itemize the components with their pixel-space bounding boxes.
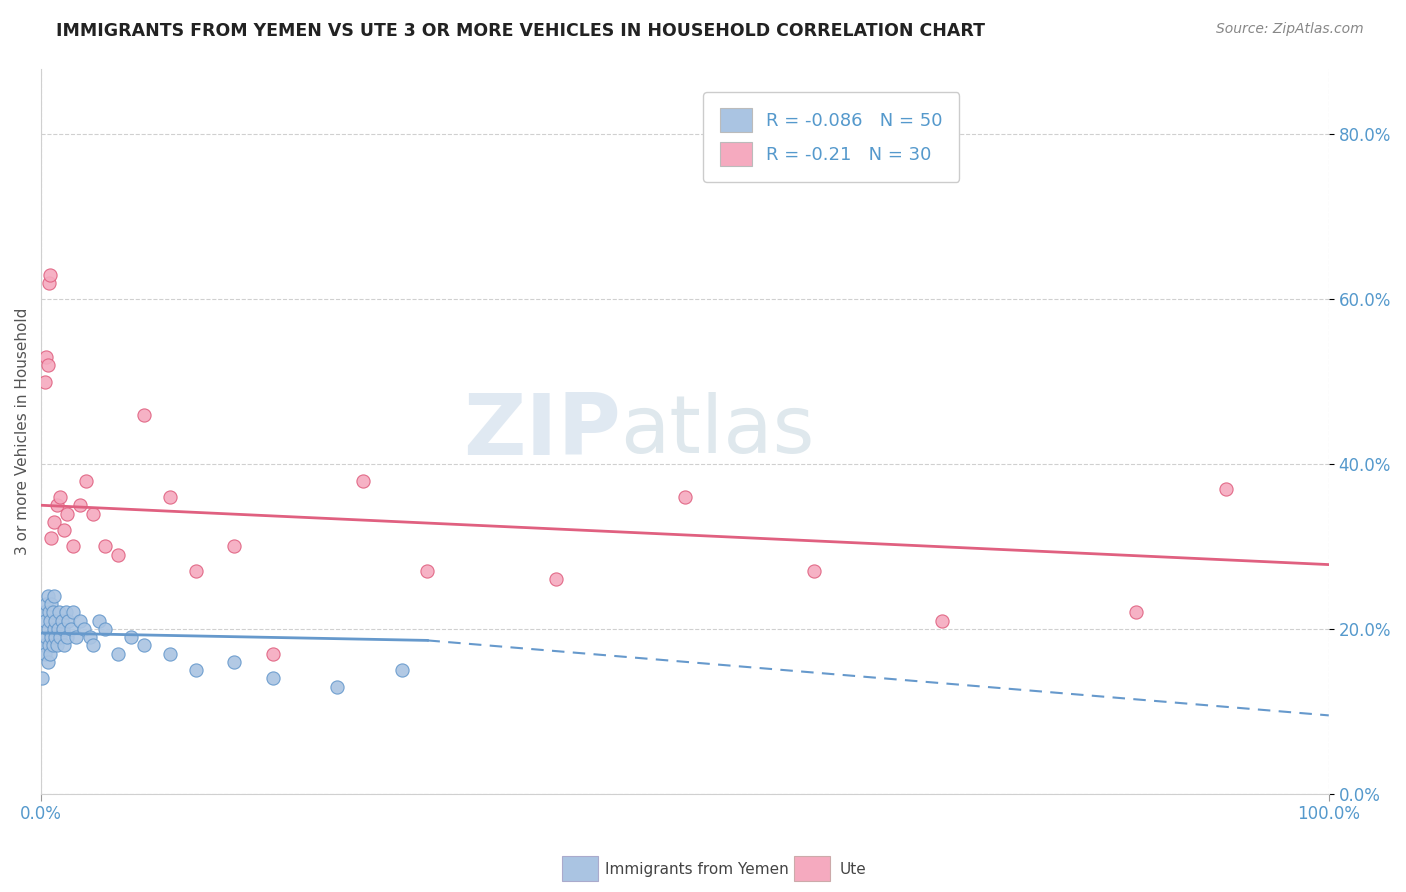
Point (59, 622, 82, 636)
Point (224, 655, 246, 669)
Point (42, 622, 65, 636)
Point (44, 614, 66, 628)
Point (32, 638, 55, 652)
Point (673, 490, 696, 504)
Legend: R = -0.086   N = 50, R = -0.21   N = 30: R = -0.086 N = 50, R = -0.21 N = 30 (703, 92, 959, 182)
Point (38, 606, 60, 620)
Point (134, 638, 156, 652)
Point (44, 630, 66, 644)
Point (53, 523, 76, 537)
Text: atlas: atlas (620, 392, 815, 470)
Point (75, 474, 97, 488)
Point (82, 507, 104, 521)
Point (35, 630, 58, 644)
Point (42, 589, 65, 603)
Point (79, 630, 101, 644)
Point (37, 622, 59, 636)
Point (55, 606, 77, 620)
Point (48, 606, 70, 620)
Text: Source: ZipAtlas.com: Source: ZipAtlas.com (1216, 22, 1364, 37)
Point (39, 614, 62, 628)
Point (134, 408, 156, 422)
Point (37, 358, 59, 372)
Point (159, 647, 181, 661)
Point (52, 622, 75, 636)
Y-axis label: 3 or more Vehicles in Household: 3 or more Vehicles in Household (15, 308, 30, 555)
Point (38, 638, 60, 652)
Point (34, 647, 56, 661)
Point (1215, 482, 1237, 496)
Point (803, 564, 825, 578)
Point (31, 671, 53, 685)
Text: ZIP: ZIP (463, 390, 620, 473)
Point (62, 606, 84, 620)
Point (224, 540, 246, 554)
Point (352, 474, 374, 488)
Point (38, 276, 60, 290)
Point (107, 548, 129, 562)
Point (51, 614, 73, 628)
Point (262, 647, 284, 661)
Text: Ute: Ute (839, 863, 866, 877)
Point (56, 507, 79, 521)
Point (41, 638, 63, 652)
Point (45, 638, 67, 652)
Point (39, 268, 62, 282)
Point (42, 515, 65, 529)
Point (34, 614, 56, 628)
Point (32, 606, 55, 620)
Point (46, 622, 69, 636)
Point (159, 490, 181, 504)
Point (41, 630, 63, 644)
Point (184, 564, 207, 578)
Point (41, 606, 63, 620)
Point (37, 655, 59, 669)
Point (53, 638, 76, 652)
Point (56, 630, 79, 644)
Point (39, 647, 62, 661)
Point (37, 589, 59, 603)
Point (35, 597, 58, 611)
Point (69, 498, 91, 512)
Point (35, 350, 58, 364)
Point (391, 663, 413, 677)
Point (45, 498, 67, 512)
Text: IMMIGRANTS FROM YEMEN VS UTE 3 OR MORE VEHICLES IN HOUSEHOLD CORRELATION CHART: IMMIGRANTS FROM YEMEN VS UTE 3 OR MORE V… (56, 22, 986, 40)
Point (49, 490, 72, 504)
Point (262, 671, 284, 685)
Point (56, 614, 79, 628)
Point (120, 630, 142, 644)
Point (62, 540, 84, 554)
Point (41, 531, 63, 545)
Point (87, 614, 110, 628)
Point (82, 638, 104, 652)
Point (1125, 606, 1147, 620)
Point (326, 680, 349, 694)
Point (107, 647, 129, 661)
Point (49, 630, 72, 644)
Point (72, 622, 94, 636)
Point (546, 573, 568, 587)
Text: Immigrants from Yemen: Immigrants from Yemen (605, 863, 789, 877)
Point (69, 614, 91, 628)
Point (94, 540, 117, 554)
Point (41, 597, 63, 611)
Point (65, 630, 87, 644)
Point (931, 614, 953, 628)
Point (34, 375, 56, 389)
Point (416, 564, 439, 578)
Point (184, 663, 207, 677)
Point (94, 622, 117, 636)
